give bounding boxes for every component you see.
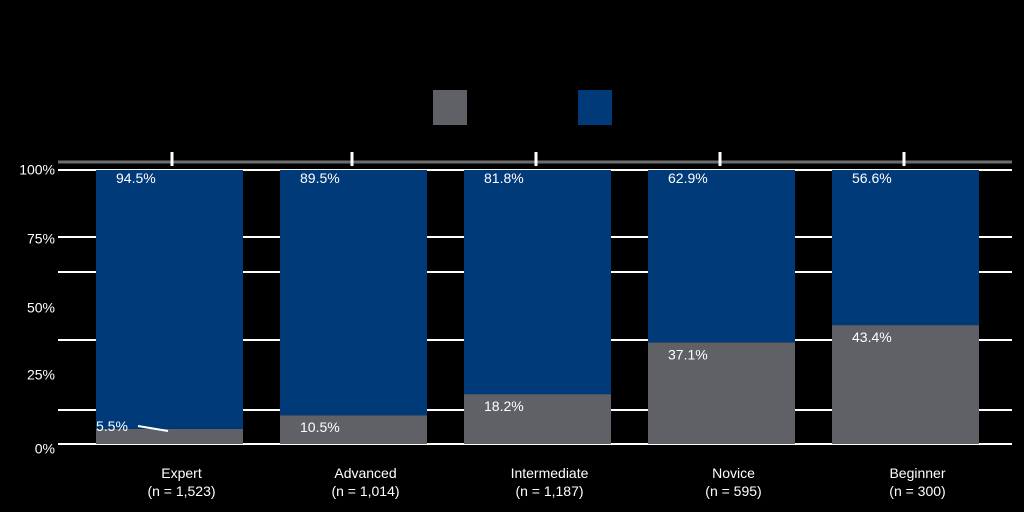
x-tick-label: Advanced (334, 465, 396, 481)
bar-segment-bottom (832, 325, 979, 444)
x-tick-label: (n = 1,014) (331, 483, 399, 499)
x-tick-label: Beginner (889, 465, 945, 481)
x-tick-label: Expert (161, 465, 202, 481)
data-label-bottom: 18.2% (484, 398, 524, 414)
data-label-bottom: 43.4% (852, 329, 892, 345)
bars (96, 170, 979, 444)
data-labels: 94.5% 5.5% 89.5% 10.5% 81.8% 18.2% 62.9% 37.1% 5… (96, 170, 892, 435)
x-tick-label: (n = 595) (705, 483, 761, 499)
bar-segment-top (464, 170, 611, 395)
y-tick-label: 100% (19, 162, 55, 178)
data-label-top: 56.6% (852, 170, 892, 186)
y-tick-label: 50% (27, 300, 55, 316)
legend (433, 90, 612, 125)
bar-segment-bottom (464, 394, 611, 444)
data-label-bottom: 5.5% (96, 418, 128, 434)
bar-segment-top (96, 170, 243, 429)
x-tick-label: (n = 300) (889, 483, 945, 499)
data-label-top: 94.5% (116, 170, 156, 186)
y-tick-label: 75% (27, 231, 55, 247)
data-label-top: 89.5% (300, 170, 340, 186)
y-tick-label: 25% (27, 367, 55, 383)
x-axis: Expert (n = 1,523) Advanced (n = 1,014) Inte… (147, 465, 945, 499)
data-label-top: 62.9% (668, 170, 708, 186)
x-tick-label: Novice (712, 465, 755, 481)
y-tick-label: 0% (35, 441, 55, 457)
bar-segment-top (832, 170, 979, 326)
x-tick-label: (n = 1,523) (147, 483, 215, 499)
bar-segment-top (280, 170, 427, 416)
x-tick-label: Intermediate (511, 465, 589, 481)
legend-swatch (433, 90, 467, 125)
leader-line (137, 425, 169, 432)
x-tick-label: (n = 1,187) (515, 483, 583, 499)
data-label-bottom: 37.1% (668, 346, 708, 362)
data-label-bottom: 10.5% (300, 419, 340, 435)
bar-segment-bottom (648, 342, 795, 444)
bar-segment-bottom (96, 428, 243, 444)
bar-segment-bottom (280, 415, 427, 444)
bar-segment-top (648, 170, 795, 343)
legend-swatch (578, 90, 612, 125)
data-label-top: 81.8% (484, 170, 524, 186)
y-axis: 0% 25% 50% 75% 100% (19, 162, 55, 457)
